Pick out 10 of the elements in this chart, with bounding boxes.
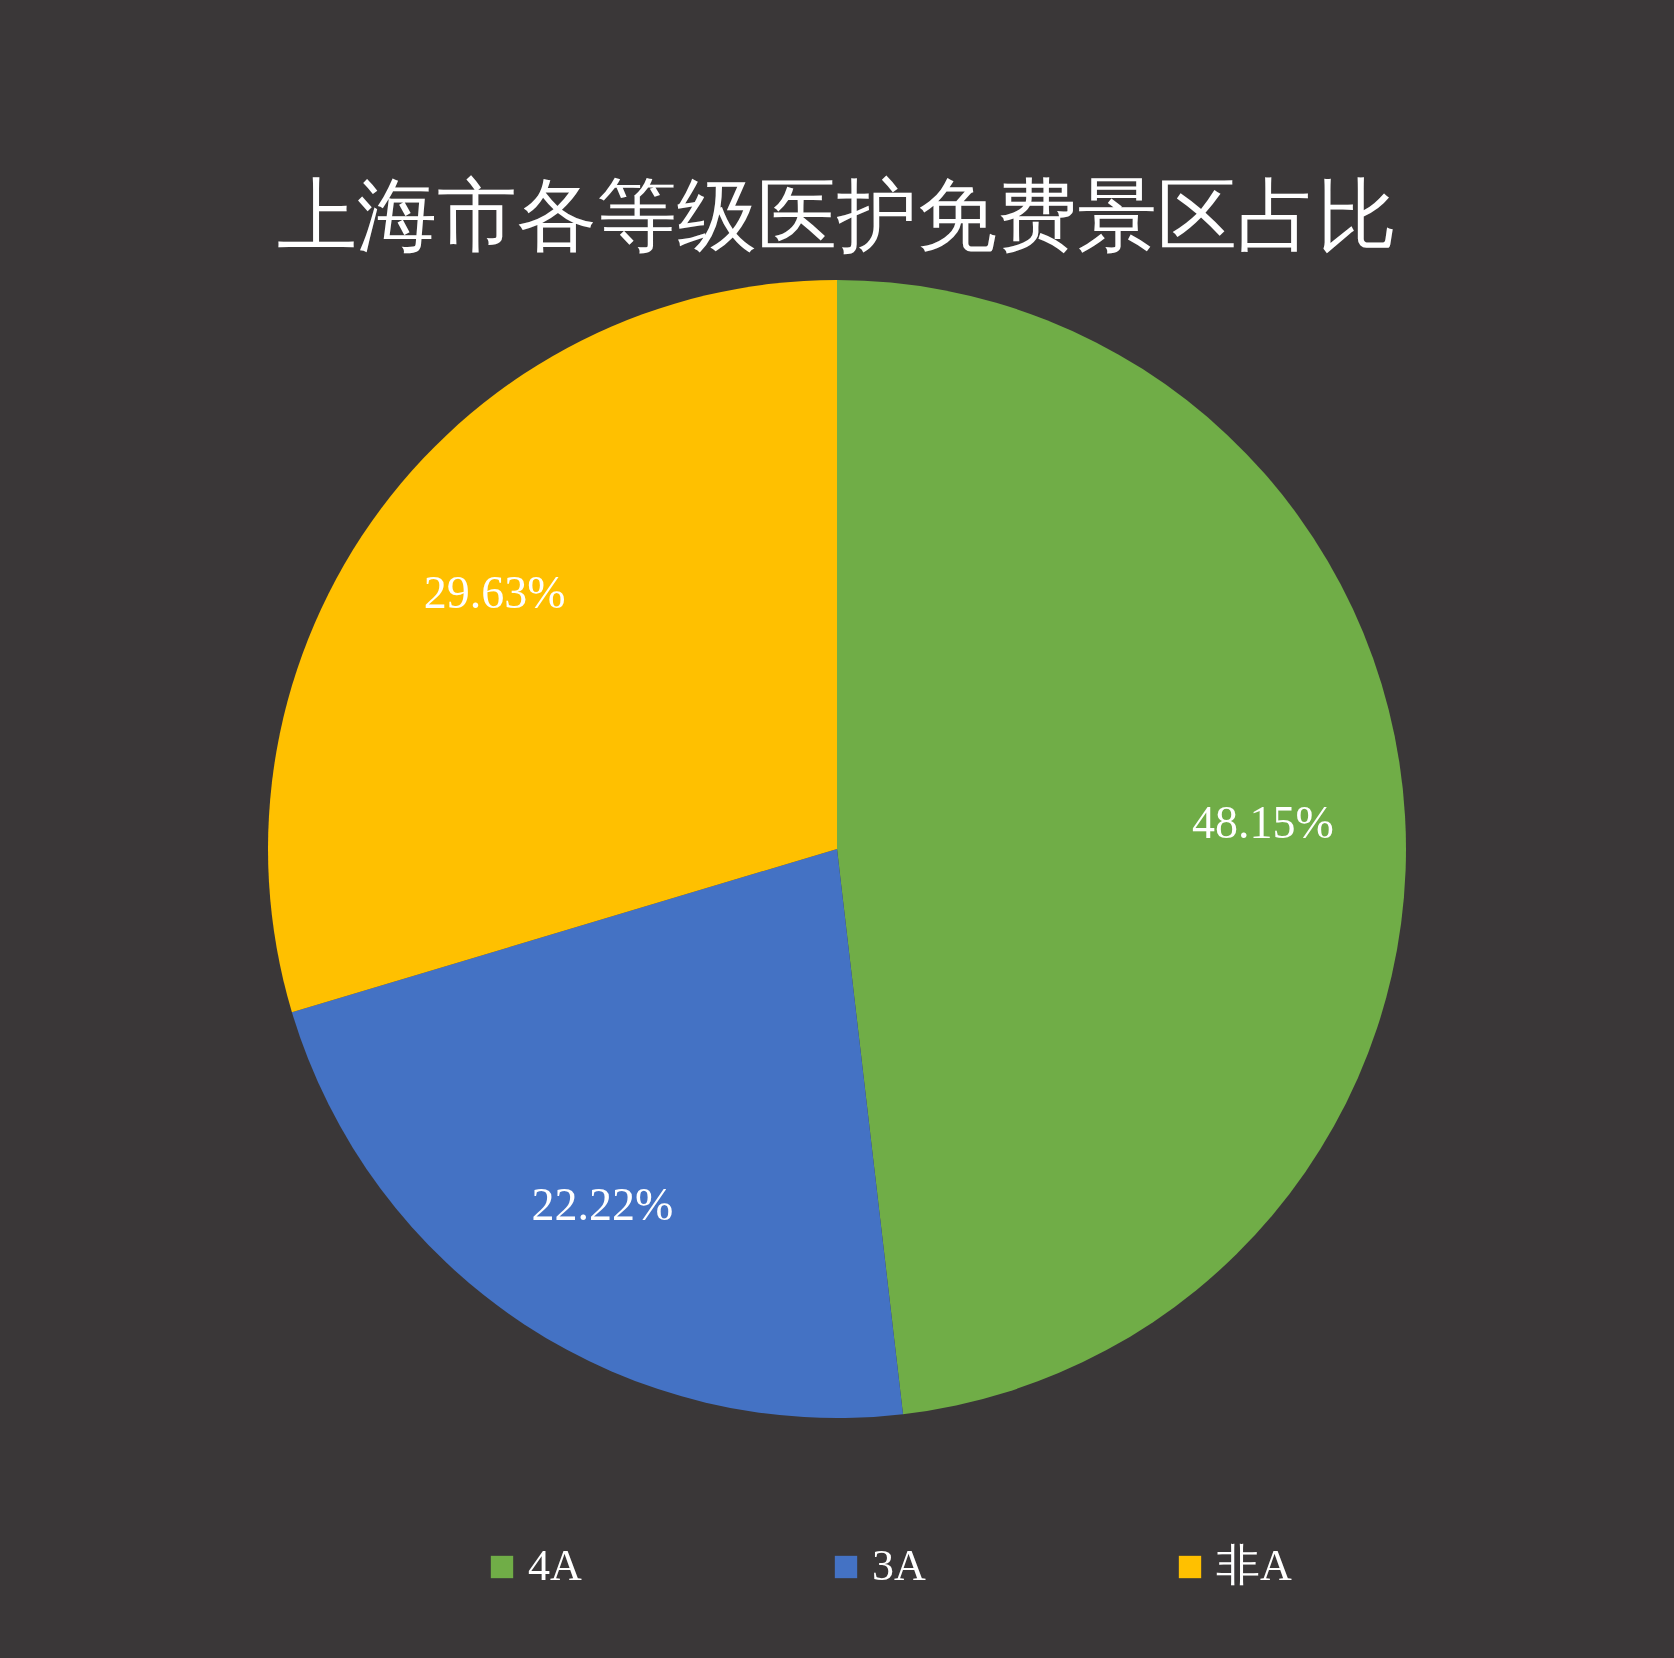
legend-label: 非A xyxy=(1216,1541,1292,1590)
pie-slice xyxy=(291,849,903,1418)
data-label: 29.63% xyxy=(423,567,566,619)
pie-slice xyxy=(268,280,837,1013)
legend-label: 4A xyxy=(528,1541,582,1590)
chart-title: 上海市各等级医护免费景区占比 xyxy=(277,169,1397,262)
legend-label: 3A xyxy=(872,1541,926,1590)
pie-slice xyxy=(837,280,1406,1415)
data-label: 22.22% xyxy=(531,1178,674,1230)
data-label: 48.15% xyxy=(1192,797,1334,849)
